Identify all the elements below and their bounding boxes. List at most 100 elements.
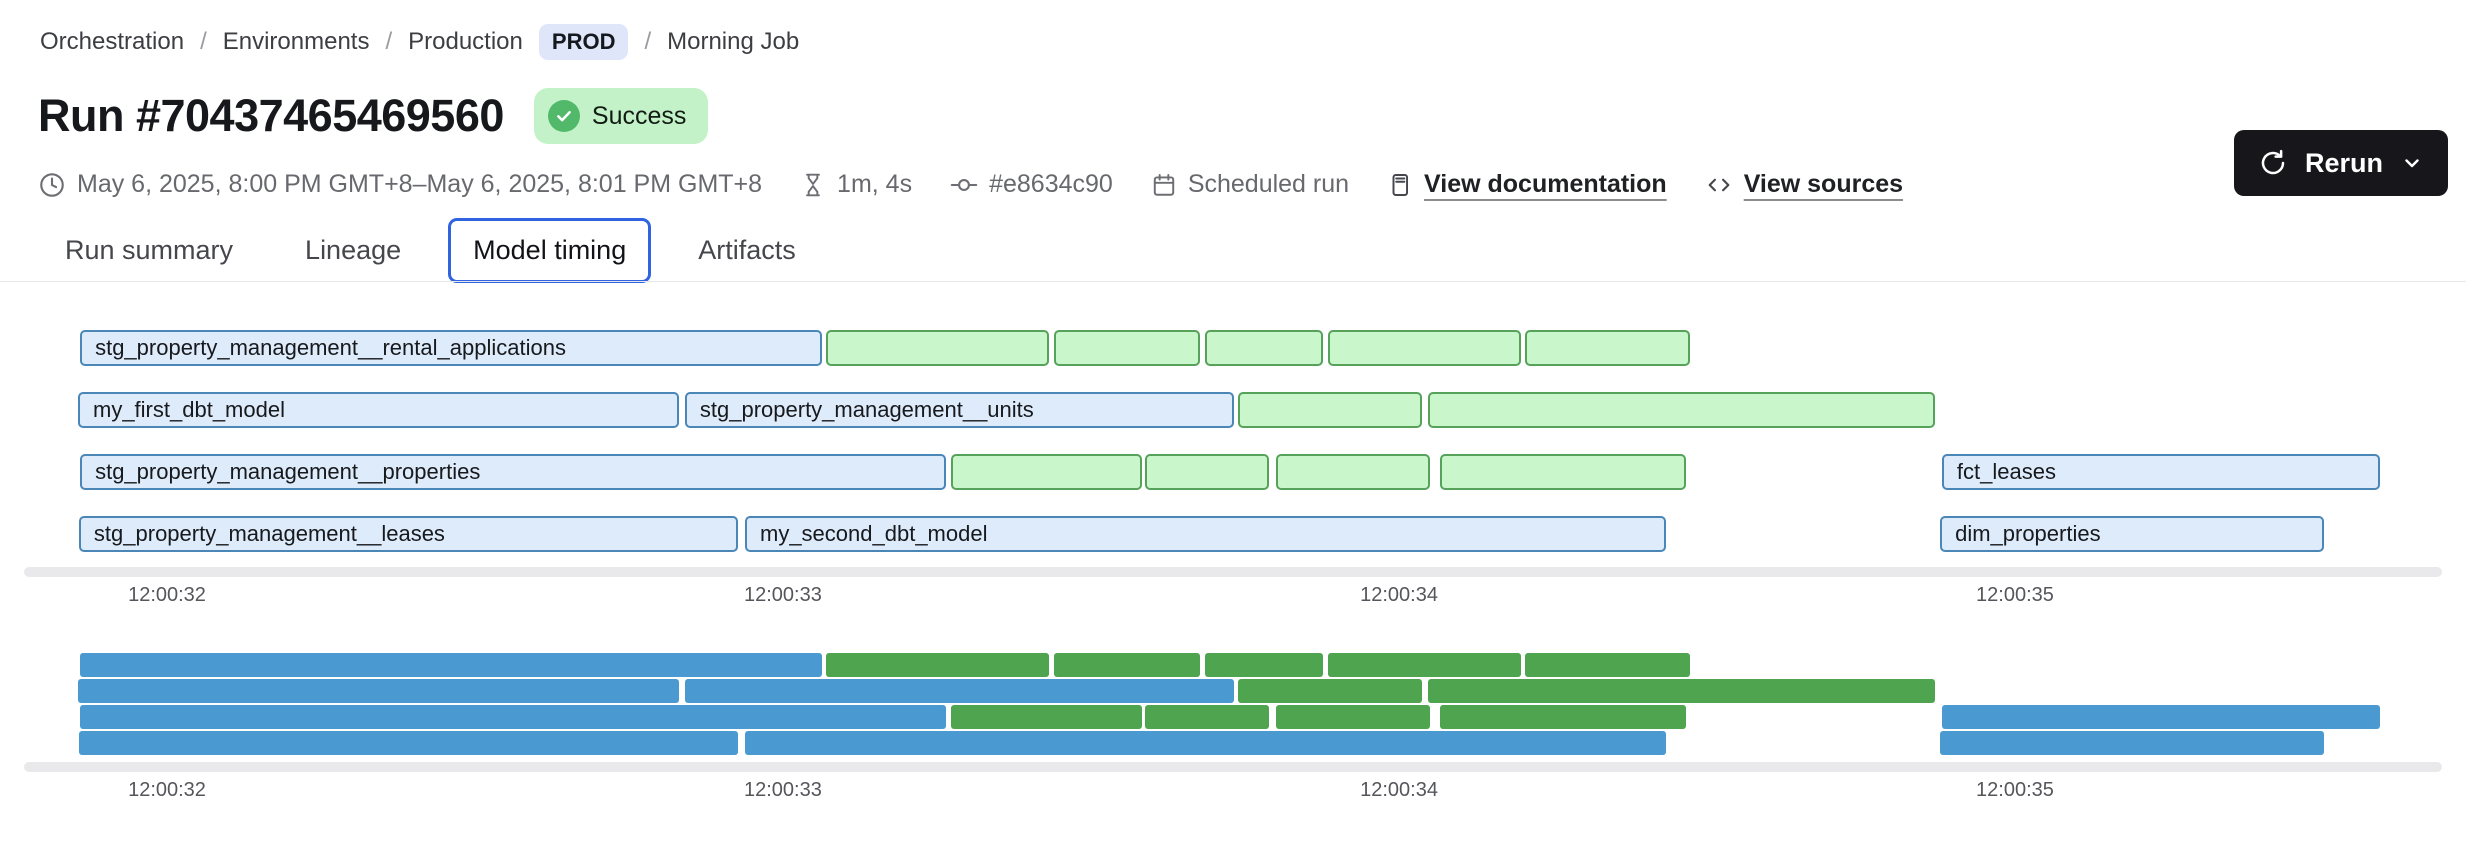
time-tick-label: 12:00:34 <box>1360 584 1438 606</box>
breadcrumb-morning-job[interactable]: Morning Job <box>667 28 800 55</box>
tab-run-summary[interactable]: Run summary <box>65 235 234 265</box>
time-tick-label: 12:00:32 <box>128 779 206 801</box>
code-icon <box>1705 171 1733 199</box>
run-meta-row: May 6, 2025, 8:00 PM GMT+8–May 6, 2025, … <box>38 170 1903 199</box>
model-timing-gantt: stg_property_management__rental_applicat… <box>78 330 2390 554</box>
meta-duration: 1m, 4s <box>800 170 912 199</box>
breadcrumb: Orchestration / Environments / Productio… <box>40 24 799 60</box>
model-bar[interactable] <box>951 454 1142 490</box>
view-sources-link[interactable]: View sources <box>1743 170 1904 198</box>
model-bar[interactable]: dim_properties <box>1940 516 2325 552</box>
meta-commit: #e8634c90 <box>950 170 1113 199</box>
journal-icon <box>1387 172 1413 198</box>
minimap-bar <box>1525 653 1691 677</box>
model-bar[interactable] <box>1205 330 1323 366</box>
minimap-bar <box>1941 705 2380 729</box>
time-tick-label: 12:00:35 <box>1976 779 2054 801</box>
meta-sources: View sources <box>1705 170 1903 199</box>
model-bar[interactable]: stg_property_management__leases <box>78 516 738 552</box>
minimap-bar <box>80 705 947 729</box>
status-label: Success <box>591 101 687 130</box>
minimap-bar <box>78 731 738 755</box>
model-bar-label: fct_leases <box>1956 459 2056 484</box>
minimap-time-axis: 12:00:32 12:00:33 12:00:34 12:00:35 <box>78 779 2390 805</box>
meta-trigger-label: Scheduled run <box>1187 170 1350 198</box>
model-bar[interactable] <box>825 330 1050 366</box>
model-bar[interactable]: stg_property_management__properties <box>80 454 947 490</box>
rerun-label: Rerun <box>2304 147 2383 178</box>
time-axis: 12:00:32 12:00:33 12:00:34 12:00:35 <box>78 584 2390 610</box>
time-tick-label: 12:00:34 <box>1360 779 1438 801</box>
rerun-button[interactable]: Rerun <box>2233 130 2448 196</box>
check-circle-icon <box>547 100 580 132</box>
refresh-icon <box>2258 148 2288 178</box>
meta-trigger: Scheduled run <box>1151 170 1349 199</box>
meta-schedule: May 6, 2025, 8:00 PM GMT+8–May 6, 2025, … <box>38 170 762 199</box>
breadcrumb-separator: / <box>200 28 207 55</box>
minimap-bar <box>684 679 1234 703</box>
breadcrumb-orchestration[interactable]: Orchestration <box>40 28 185 55</box>
calendar-icon <box>1151 172 1177 198</box>
minimap-bar <box>825 653 1050 677</box>
time-tick-label: 12:00:35 <box>1976 584 2054 606</box>
model-bar-label: stg_property_management__units <box>699 397 1034 422</box>
breadcrumb-production[interactable]: Production <box>408 28 523 55</box>
page-title: Run #70437465469560 <box>38 90 504 141</box>
environment-badge: PROD <box>538 24 629 60</box>
model-bar-label: stg_property_management__rental_applicat… <box>95 335 566 360</box>
hourglass-icon <box>800 172 826 198</box>
tab-model-timing[interactable]: Model timing <box>448 218 652 283</box>
run-tabs: Run summary Lineage Model timing Artifac… <box>40 218 821 283</box>
tab-artifacts[interactable]: Artifacts <box>698 235 796 265</box>
meta-duration-value: 1m, 4s <box>837 170 913 198</box>
minimap-bar <box>745 731 1667 755</box>
chevron-down-icon <box>2400 151 2424 175</box>
minimap-bar <box>78 679 680 703</box>
run-header: Run #70437465469560 Success <box>38 88 709 144</box>
tab-lineage[interactable]: Lineage <box>305 235 402 265</box>
breadcrumb-separator: / <box>644 28 652 55</box>
meta-documentation: View documentation <box>1387 170 1667 199</box>
model-bar[interactable] <box>1328 330 1522 366</box>
model-bar-label: dim_properties <box>1955 521 2101 546</box>
meta-time-range: May 6, 2025, 8:00 PM GMT+8–May 6, 2025, … <box>77 170 763 198</box>
model-bar[interactable]: stg_property_management__units <box>684 392 1234 428</box>
model-bar[interactable]: fct_leases <box>1941 454 2380 490</box>
horizontal-scrollbar-minimap[interactable] <box>24 762 2442 772</box>
minimap-bar <box>1328 653 1522 677</box>
minimap-bar <box>1940 731 2325 755</box>
model-bar[interactable]: my_first_dbt_model <box>78 392 680 428</box>
model-bar-label: my_second_dbt_model <box>760 521 988 546</box>
view-documentation-link[interactable]: View documentation <box>1424 170 1667 198</box>
horizontal-scrollbar[interactable] <box>24 567 2442 577</box>
minimap-bar <box>1439 705 1686 729</box>
minimap-bar <box>1205 653 1323 677</box>
minimap-bar <box>951 705 1142 729</box>
git-commit-icon <box>950 171 978 199</box>
minimap-bar <box>80 653 822 677</box>
minimap-bar <box>1427 679 1935 703</box>
model-bar[interactable] <box>1276 454 1431 490</box>
model-bar-label: stg_property_management__leases <box>93 521 445 546</box>
model-bar[interactable] <box>1427 392 1935 428</box>
minimap-bar <box>1237 679 1422 703</box>
model-bar-label: stg_property_management__properties <box>95 459 481 484</box>
meta-commit-hash: #e8634c90 <box>989 170 1113 198</box>
model-bar[interactable]: stg_property_management__rental_applicat… <box>80 330 822 366</box>
timing-minimap[interactable] <box>78 653 2390 757</box>
model-bar[interactable]: my_second_dbt_model <box>745 516 1667 552</box>
status-badge: Success <box>533 88 709 144</box>
time-tick-label: 12:00:33 <box>743 779 822 801</box>
model-bar[interactable] <box>1237 392 1422 428</box>
model-bar[interactable] <box>1525 330 1691 366</box>
model-bar[interactable] <box>1144 454 1269 490</box>
time-tick-label: 12:00:33 <box>743 584 822 606</box>
minimap-bar <box>1053 653 1200 677</box>
model-bar[interactable] <box>1439 454 1686 490</box>
tabs-divider <box>0 281 2466 282</box>
minimap-bar <box>1276 705 1431 729</box>
time-tick-label: 12:00:32 <box>128 584 206 606</box>
breadcrumb-environments[interactable]: Environments <box>222 28 370 55</box>
model-bar[interactable] <box>1053 330 1200 366</box>
